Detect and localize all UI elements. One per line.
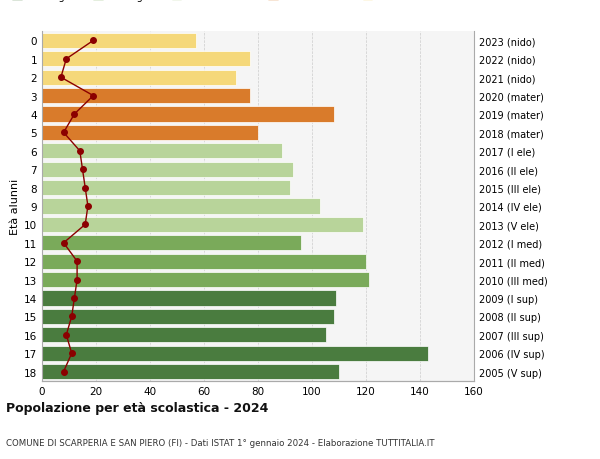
Bar: [42, 309, 334, 324]
Bar: [42, 34, 196, 49]
Bar: [42, 144, 283, 159]
Bar: [42, 346, 428, 361]
Legend: Sec. II grado, Sec. I grado, Scuola Primaria, Scuola Infanzia, Asilo Nido, Stran: Sec. II grado, Sec. I grado, Scuola Prim…: [13, 0, 487, 2]
Text: COMUNE DI SCARPERIA E SAN PIERO (FI) - Dati ISTAT 1° gennaio 2024 - Elaborazione: COMUNE DI SCARPERIA E SAN PIERO (FI) - D…: [6, 438, 434, 447]
Bar: [42, 181, 290, 196]
Bar: [42, 162, 293, 177]
Bar: [42, 52, 250, 67]
Bar: [42, 126, 258, 140]
Bar: [42, 328, 326, 342]
Bar: [42, 291, 337, 306]
Bar: [42, 89, 250, 104]
Bar: [42, 254, 366, 269]
Bar: [42, 236, 301, 251]
Bar: [42, 364, 339, 379]
Bar: [42, 107, 334, 122]
Bar: [42, 218, 364, 232]
Bar: [42, 71, 236, 85]
Text: Popolazione per età scolastica - 2024: Popolazione per età scolastica - 2024: [6, 401, 268, 414]
Bar: [42, 273, 369, 287]
Bar: [42, 199, 320, 214]
Y-axis label: Età alunni: Età alunni: [10, 179, 20, 235]
